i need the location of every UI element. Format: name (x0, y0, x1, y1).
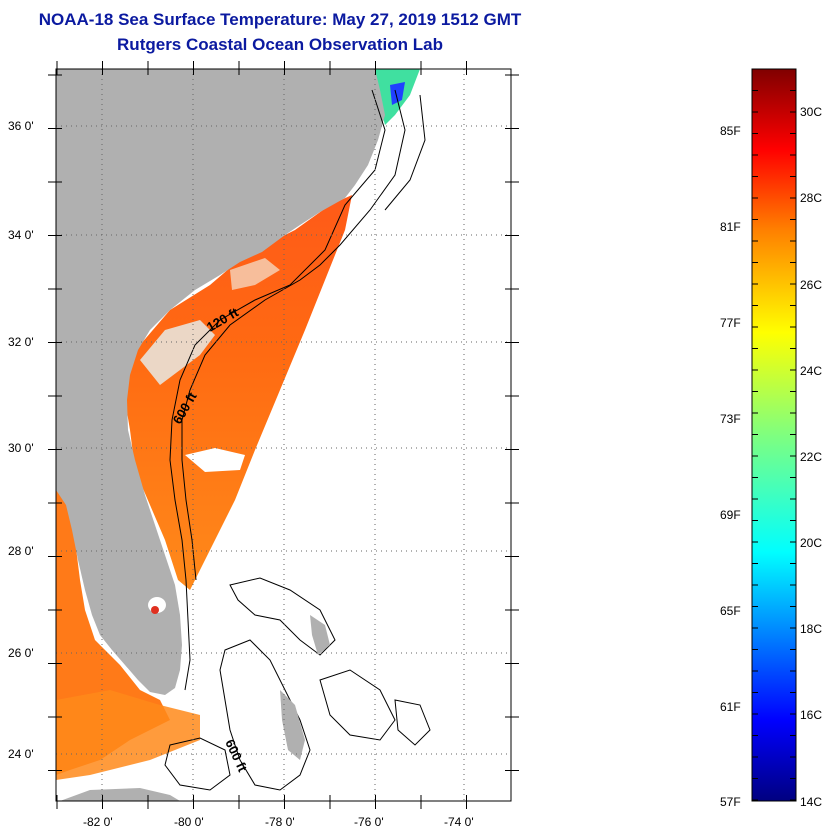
cb-label-14c: 14C (800, 795, 822, 809)
lon-label-74: -74 0' (444, 815, 474, 829)
latitude-labels: 36 0' 34 0' 32 0' 30 0' 28 0' 26 0' 24 0… (8, 119, 34, 761)
cb-label-26c: 26C (800, 278, 822, 292)
cb-label-30c: 30C (800, 105, 822, 119)
bahamas-contours (164, 577, 431, 791)
cb-label-65f: 65F (720, 604, 741, 618)
cb-label-18c: 18C (800, 622, 822, 636)
axis-ticks (48, 61, 519, 809)
cb-label-85f: 85F (720, 124, 741, 138)
lat-label-24: 24 0' (8, 747, 34, 761)
lat-label-28: 28 0' (8, 544, 34, 558)
depth-contours (169, 89, 426, 691)
lake-sst (151, 606, 159, 614)
cloud-patch-sc (230, 258, 280, 290)
lon-label-76: -76 0' (354, 815, 384, 829)
cb-label-24c: 24C (800, 364, 822, 378)
land-andros (280, 690, 305, 760)
cb-label-16c: 16C (800, 708, 822, 722)
sst-swath-keys (56, 690, 200, 780)
map-border (55, 68, 512, 802)
map-content (56, 69, 431, 801)
map-subtitle: Rutgers Coastal Ocean Observation Lab (117, 35, 443, 54)
cb-label-28c: 28C (800, 191, 822, 205)
lat-label-30: 30 0' (8, 441, 34, 455)
graticule (56, 69, 511, 801)
land-abaco (310, 615, 330, 655)
colorbar-fahrenheit-labels: 85F 81F 77F 73F 69F 65F 61F 57F (720, 124, 741, 809)
lat-label-36: 36 0' (8, 119, 34, 133)
map-title: NOAA-18 Sea Surface Temperature: May 27,… (38, 10, 522, 29)
colorbar (751, 68, 797, 802)
lat-label-34: 34 0' (8, 228, 34, 242)
cb-label-81f: 81F (720, 220, 741, 234)
lat-label-32: 32 0' (8, 335, 34, 349)
cloud-patch-ga (140, 320, 215, 385)
lon-label-80: -80 0' (174, 815, 204, 829)
cb-label-73f: 73F (720, 412, 741, 426)
lon-label-78: -78 0' (265, 815, 295, 829)
cb-label-57f: 57F (720, 795, 741, 809)
colorbar-celsius-labels: 30C 28C 26C 24C 22C 20C 18C 16C 14C (800, 105, 822, 809)
cb-label-69f: 69F (720, 508, 741, 522)
colorbar-ticks (752, 68, 796, 801)
land-cuba (60, 788, 180, 801)
land-southeast-us (56, 69, 385, 695)
sst-swath-atlantic (125, 195, 352, 590)
cb-label-20c: 20C (800, 536, 822, 550)
cb-label-61f: 61F (720, 700, 741, 714)
cb-label-77f: 77F (720, 316, 741, 330)
lat-label-26: 26 0' (8, 646, 34, 660)
cloud-patch-fl (185, 448, 245, 472)
cb-label-22c: 22C (800, 450, 822, 464)
lon-label-82: -82 0' (83, 815, 113, 829)
longitude-labels: -82 0' -80 0' -78 0' -76 0' -74 0' (83, 815, 474, 829)
sst-cold-core (390, 82, 405, 105)
